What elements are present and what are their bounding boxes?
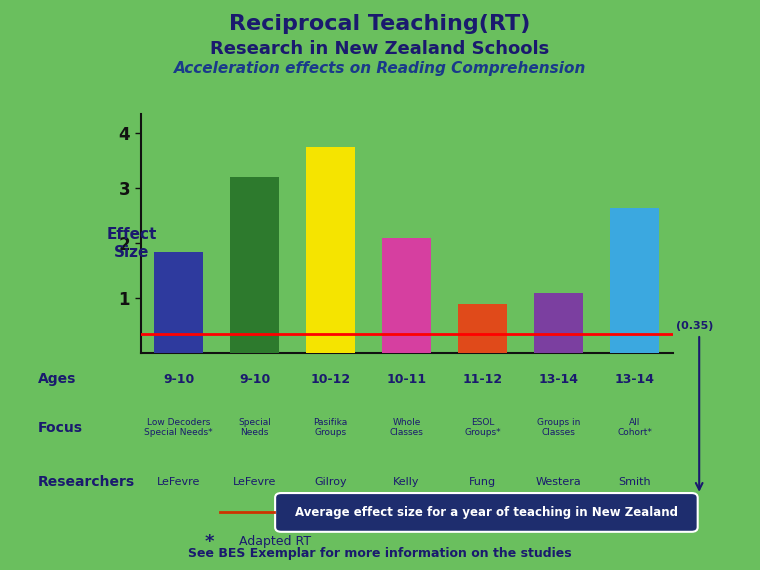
Text: Fung: Fung [469, 477, 496, 487]
Text: Average effect size for a year of teaching in New Zealand: Average effect size for a year of teachi… [295, 506, 678, 519]
Text: All
Cohort*: All Cohort* [617, 418, 652, 437]
Bar [382, 238, 431, 353]
Text: Ages: Ages [38, 372, 76, 386]
Text: Acceleration effects on Reading Comprehension: Acceleration effects on Reading Comprehe… [174, 61, 586, 76]
Text: Kelly: Kelly [394, 477, 420, 487]
Text: *: * [204, 532, 214, 551]
Text: Smith: Smith [619, 477, 651, 487]
Text: Effect
Size: Effect Size [106, 227, 157, 259]
Text: Groups in
Classes: Groups in Classes [537, 418, 581, 437]
Text: 11-12: 11-12 [463, 373, 502, 385]
Text: LeFevre: LeFevre [157, 477, 201, 487]
Text: Low Decoders
Special Needs*: Low Decoders Special Needs* [144, 418, 213, 437]
Text: Whole
Classes: Whole Classes [390, 418, 423, 437]
Text: 13-14: 13-14 [539, 373, 578, 385]
Text: 10-11: 10-11 [387, 373, 426, 385]
Text: Research in New Zealand Schools: Research in New Zealand Schools [211, 40, 549, 58]
Bar [154, 251, 204, 353]
Text: LeFevre: LeFevre [233, 477, 277, 487]
Bar [306, 147, 356, 353]
Text: Researchers: Researchers [38, 475, 135, 488]
Text: Reciprocal Teaching(RT): Reciprocal Teaching(RT) [230, 14, 530, 34]
Text: 10-12: 10-12 [311, 373, 350, 385]
Text: 13-14: 13-14 [615, 373, 654, 385]
Text: Adapted RT: Adapted RT [239, 535, 312, 548]
Text: Gilroy: Gilroy [315, 477, 347, 487]
Bar [534, 293, 584, 353]
Text: 9-10: 9-10 [239, 373, 271, 385]
Text: Pasifika
Groups: Pasifika Groups [313, 418, 348, 437]
Text: ESOL
Groups*: ESOL Groups* [464, 418, 501, 437]
Text: 9-10: 9-10 [163, 373, 195, 385]
Bar [458, 304, 508, 353]
Bar [230, 177, 280, 353]
Text: Special
Needs: Special Needs [238, 418, 271, 437]
Text: Focus: Focus [38, 421, 83, 434]
Bar [610, 207, 659, 353]
Text: (0.35): (0.35) [676, 321, 714, 331]
Text: See BES Exemplar for more information on the studies: See BES Exemplar for more information on… [188, 547, 572, 560]
Text: Westera: Westera [536, 477, 581, 487]
